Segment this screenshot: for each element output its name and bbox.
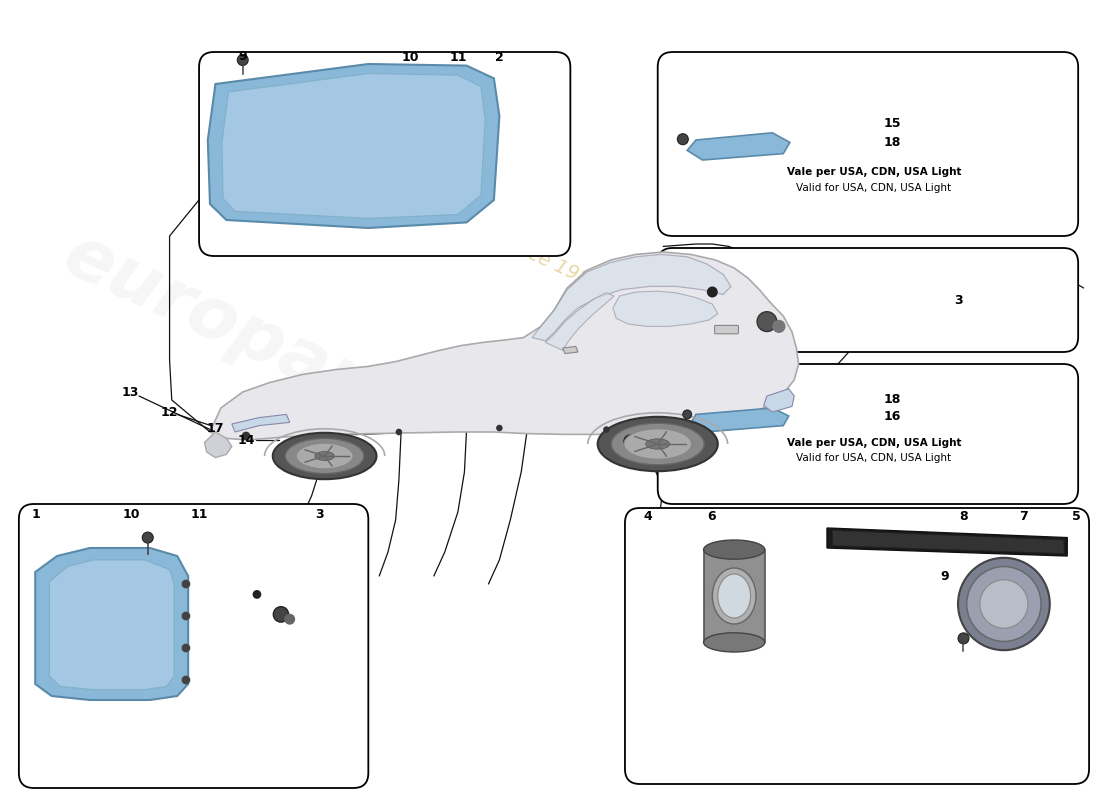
Ellipse shape [315, 451, 334, 460]
Circle shape [242, 432, 251, 440]
Text: Vale per USA, CDN, USA Light: Vale per USA, CDN, USA Light [786, 438, 961, 448]
Polygon shape [50, 560, 174, 690]
Text: 14: 14 [238, 434, 255, 446]
Ellipse shape [273, 433, 376, 479]
Text: 12: 12 [161, 406, 178, 418]
Text: 13: 13 [122, 386, 139, 398]
Text: a passion for parts since 1985: a passion for parts since 1985 [329, 153, 604, 295]
FancyBboxPatch shape [658, 248, 1078, 352]
FancyBboxPatch shape [625, 508, 1089, 784]
Ellipse shape [624, 429, 692, 459]
Circle shape [238, 54, 249, 66]
Ellipse shape [704, 540, 764, 559]
Text: 18: 18 [883, 393, 901, 406]
Circle shape [396, 429, 403, 435]
Circle shape [182, 611, 190, 621]
Ellipse shape [718, 574, 750, 618]
Text: Valid for USA, CDN, USA Light: Valid for USA, CDN, USA Light [796, 454, 952, 463]
Polygon shape [232, 414, 289, 432]
Circle shape [678, 134, 689, 145]
Polygon shape [563, 346, 578, 354]
Ellipse shape [704, 633, 764, 652]
Text: 15: 15 [883, 117, 901, 130]
Polygon shape [688, 133, 790, 160]
Circle shape [958, 633, 969, 644]
Polygon shape [210, 252, 799, 440]
Text: 11: 11 [190, 508, 208, 521]
Circle shape [182, 643, 190, 653]
Circle shape [496, 425, 503, 431]
Circle shape [142, 532, 153, 543]
Ellipse shape [597, 417, 718, 471]
Circle shape [182, 579, 190, 589]
FancyBboxPatch shape [658, 52, 1078, 236]
Circle shape [757, 312, 777, 331]
Circle shape [253, 590, 262, 598]
Text: 3: 3 [954, 294, 962, 307]
Polygon shape [833, 530, 1064, 554]
Ellipse shape [646, 439, 670, 450]
Circle shape [284, 614, 295, 625]
Text: 9: 9 [239, 50, 248, 62]
Text: 4: 4 [644, 510, 652, 522]
Polygon shape [763, 389, 794, 412]
Polygon shape [827, 528, 1067, 556]
Circle shape [624, 435, 637, 448]
Circle shape [707, 286, 718, 298]
Circle shape [967, 566, 1041, 642]
FancyBboxPatch shape [715, 326, 738, 334]
Circle shape [958, 558, 1049, 650]
Polygon shape [208, 64, 499, 228]
Text: 6: 6 [707, 510, 715, 522]
Text: 5: 5 [1071, 510, 1080, 522]
Circle shape [772, 320, 785, 333]
FancyBboxPatch shape [658, 364, 1078, 504]
Polygon shape [532, 254, 730, 341]
Ellipse shape [285, 438, 364, 474]
Ellipse shape [612, 423, 704, 465]
FancyBboxPatch shape [19, 504, 368, 788]
Circle shape [683, 410, 692, 419]
Polygon shape [613, 291, 718, 326]
Polygon shape [222, 74, 485, 218]
Text: 10: 10 [402, 51, 419, 64]
Text: Vale per USA, CDN, USA Light: Vale per USA, CDN, USA Light [786, 167, 961, 177]
Text: 10: 10 [122, 508, 140, 521]
Circle shape [273, 606, 288, 622]
Polygon shape [704, 550, 764, 642]
Text: 8: 8 [959, 510, 968, 522]
Ellipse shape [296, 443, 353, 469]
Text: 9: 9 [940, 570, 949, 582]
FancyBboxPatch shape [199, 52, 571, 256]
Polygon shape [691, 408, 789, 432]
Polygon shape [205, 432, 232, 458]
Text: Valid for USA, CDN, USA Light: Valid for USA, CDN, USA Light [796, 183, 952, 193]
Text: europarts: europarts [53, 220, 443, 452]
Circle shape [603, 426, 609, 433]
Text: 3: 3 [315, 508, 323, 521]
Circle shape [980, 580, 1027, 628]
Text: 16: 16 [883, 410, 901, 423]
Text: 2: 2 [495, 51, 504, 64]
Circle shape [182, 675, 190, 685]
Text: 17: 17 [207, 422, 224, 434]
Ellipse shape [713, 568, 756, 624]
Text: 1: 1 [32, 508, 41, 521]
Text: 7: 7 [1020, 510, 1027, 522]
Text: 11: 11 [449, 51, 466, 64]
Polygon shape [546, 293, 614, 350]
Text: 18: 18 [883, 136, 901, 149]
Polygon shape [35, 548, 188, 700]
